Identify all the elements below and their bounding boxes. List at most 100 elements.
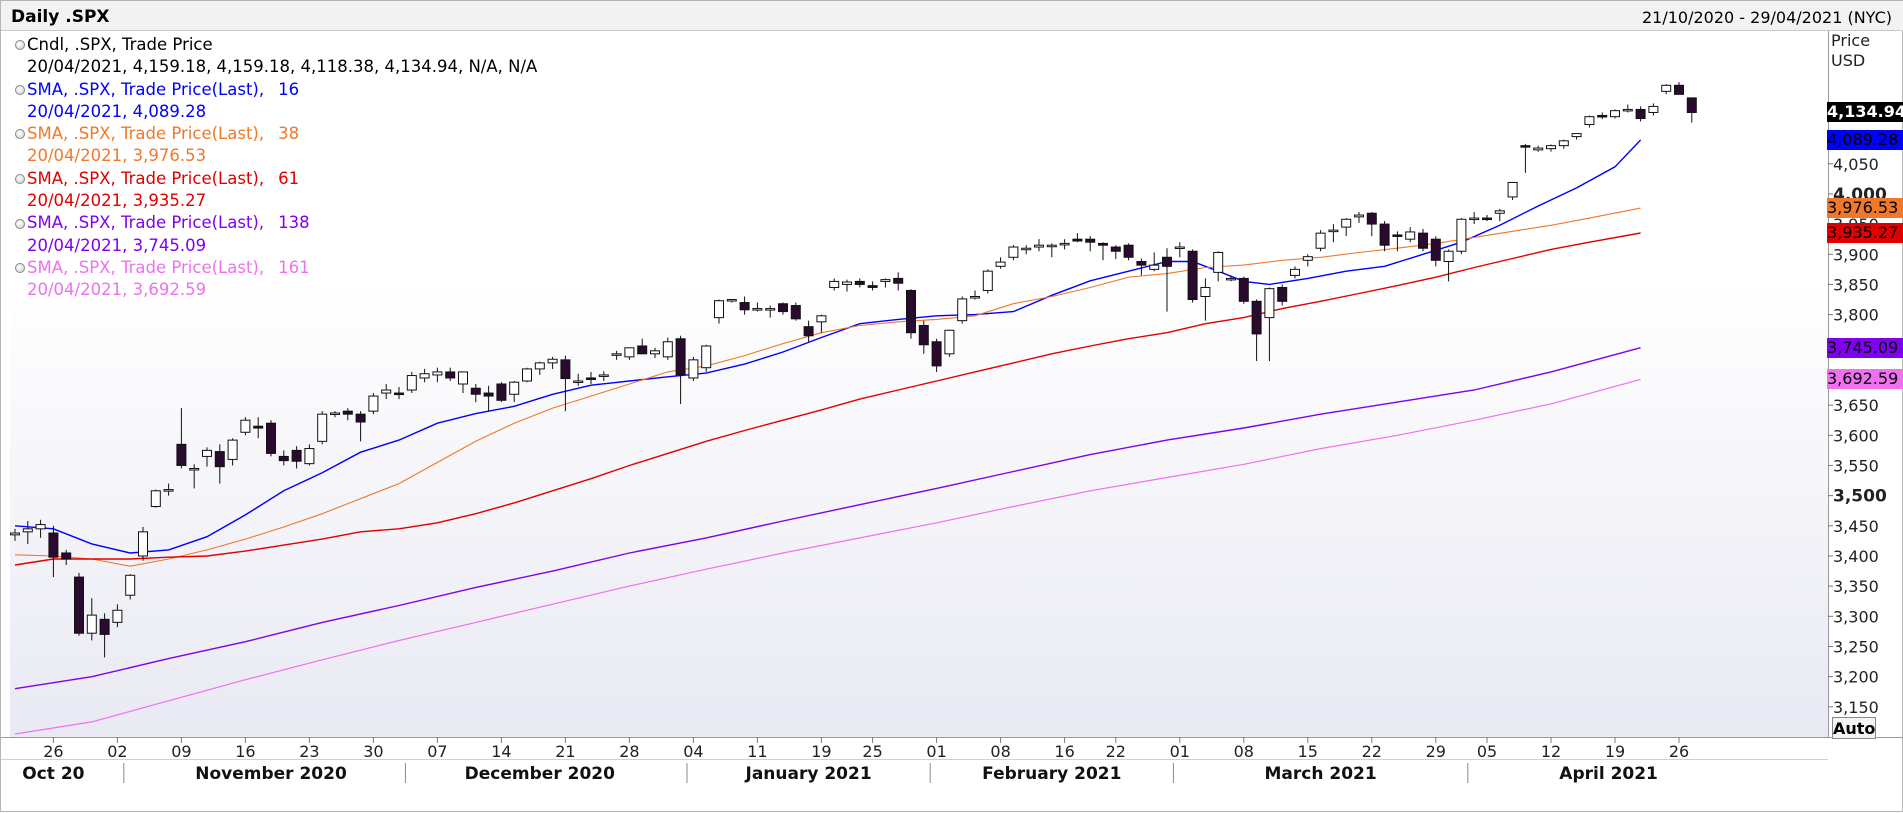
date-range[interactable]: 21/10/2020 - 29/04/2021 (NYC) bbox=[1642, 8, 1892, 27]
legend-toggle-icon[interactable] bbox=[15, 263, 25, 274]
candle-body-down bbox=[1187, 250, 1198, 301]
candle-body-up bbox=[624, 347, 635, 358]
candle bbox=[1302, 254, 1313, 267]
y-tick-label: 3,900 bbox=[1833, 245, 1879, 264]
candle bbox=[739, 296, 750, 315]
y-tick-label: 3,550 bbox=[1833, 456, 1879, 475]
candle-body-down bbox=[867, 285, 878, 288]
candle-body-up bbox=[317, 413, 328, 442]
candle bbox=[1405, 227, 1416, 243]
candle bbox=[496, 382, 507, 403]
candle-body-down bbox=[1379, 223, 1390, 246]
candle bbox=[957, 296, 968, 324]
legend-series-value: 20/04/2021, 3,692.59 bbox=[27, 280, 207, 300]
legend-entry[interactable]: SMA, .SPX, Trade Price(Last), 38 bbox=[15, 123, 537, 145]
candle-body-up bbox=[240, 419, 251, 433]
candle bbox=[1098, 242, 1108, 261]
auto-scale-button[interactable]: Auto bbox=[1832, 717, 1876, 739]
legend-entry[interactable]: Cndl, .SPX, Trade Price bbox=[15, 34, 537, 56]
candle-body-down bbox=[253, 425, 264, 429]
month-label: April 2021 bbox=[1559, 764, 1658, 784]
legend-series-value: 20/04/2021, 3,745.09 bbox=[27, 235, 207, 255]
candle-body-down bbox=[1686, 97, 1697, 113]
candle-body-down bbox=[278, 455, 289, 462]
candle bbox=[522, 367, 532, 383]
legend-toggle-icon[interactable] bbox=[15, 129, 25, 140]
candle-body-up bbox=[880, 279, 891, 282]
legend-entry[interactable]: SMA, .SPX, Trade Price(Last), 16 bbox=[15, 79, 537, 101]
candle bbox=[1610, 109, 1620, 119]
candle bbox=[1635, 106, 1646, 122]
sma-line bbox=[14, 139, 1642, 554]
candle bbox=[752, 302, 763, 312]
candle-body-down bbox=[1085, 238, 1096, 243]
candle bbox=[1226, 275, 1236, 282]
candle-body-up bbox=[1610, 110, 1620, 118]
candle bbox=[10, 528, 20, 541]
candle-body-up bbox=[1341, 218, 1352, 228]
candle bbox=[1584, 115, 1595, 128]
candle-body-down bbox=[906, 289, 916, 334]
legend-entry[interactable]: SMA, .SPX, Trade Price(Last), 161 bbox=[15, 257, 537, 279]
candle bbox=[842, 279, 852, 292]
candle-body-down bbox=[266, 422, 276, 454]
candle-body-up bbox=[138, 531, 148, 557]
price-tag: 3,935.27 bbox=[1827, 222, 1903, 243]
candle bbox=[1558, 139, 1569, 149]
candle bbox=[598, 371, 609, 381]
price-tag: 3,692.59 bbox=[1827, 369, 1903, 390]
candle bbox=[1418, 228, 1428, 252]
candle-body-down bbox=[1251, 300, 1262, 335]
candle-body-up bbox=[1290, 268, 1300, 276]
candle-body-up bbox=[22, 528, 33, 533]
candle bbox=[150, 489, 161, 508]
candle bbox=[214, 444, 225, 484]
candle bbox=[381, 384, 392, 400]
candle bbox=[1661, 84, 1672, 95]
candle bbox=[406, 371, 417, 394]
legend-toggle-icon[interactable] bbox=[15, 173, 25, 184]
x-tick-label: 12 bbox=[1541, 742, 1561, 761]
candle-body-up bbox=[432, 371, 443, 376]
candle-body-up bbox=[406, 375, 417, 391]
candle-body-up bbox=[1546, 145, 1556, 150]
candle bbox=[202, 447, 212, 467]
x-tick-label: 01 bbox=[1170, 742, 1190, 761]
candle bbox=[790, 302, 801, 321]
candle bbox=[1379, 221, 1390, 252]
candle bbox=[22, 520, 33, 544]
x-tick-label: 04 bbox=[683, 742, 703, 761]
candle bbox=[1200, 278, 1211, 321]
candle bbox=[918, 320, 929, 354]
candle-body-up bbox=[522, 368, 532, 382]
candle bbox=[726, 299, 737, 303]
candle-body-down bbox=[1520, 145, 1531, 148]
candle-body-up bbox=[1302, 256, 1313, 261]
candle bbox=[1366, 212, 1377, 237]
legend-entry[interactable]: SMA, .SPX, Trade Price(Last), 61 bbox=[15, 168, 537, 190]
candle bbox=[1251, 299, 1262, 362]
candle-body-up bbox=[650, 350, 660, 355]
candle-body-up bbox=[330, 412, 340, 415]
candle bbox=[534, 361, 545, 375]
legend-toggle-icon[interactable] bbox=[15, 40, 25, 51]
candle-body-up bbox=[202, 449, 212, 457]
y-tick-label: 3,500 bbox=[1833, 487, 1887, 507]
candle-body-up bbox=[842, 281, 852, 285]
candle-body-down bbox=[291, 449, 302, 462]
legend-entry[interactable]: SMA, .SPX, Trade Price(Last), 138 bbox=[15, 212, 537, 234]
candle bbox=[61, 549, 72, 566]
candle-body-up bbox=[1571, 133, 1582, 138]
candle bbox=[112, 604, 123, 628]
candle-body-up bbox=[1648, 105, 1659, 113]
legend-toggle-icon[interactable] bbox=[15, 84, 25, 95]
candle-body-up bbox=[1059, 242, 1070, 246]
legend-series-value: 20/04/2021, 4,159.18, 4,159.18, 4,118.38… bbox=[27, 57, 538, 77]
candle-body-down bbox=[61, 552, 72, 560]
legend-toggle-icon[interactable] bbox=[15, 218, 25, 229]
candle bbox=[611, 350, 622, 360]
candle bbox=[138, 527, 148, 561]
candle bbox=[445, 367, 456, 381]
candle-body-down bbox=[48, 532, 59, 558]
